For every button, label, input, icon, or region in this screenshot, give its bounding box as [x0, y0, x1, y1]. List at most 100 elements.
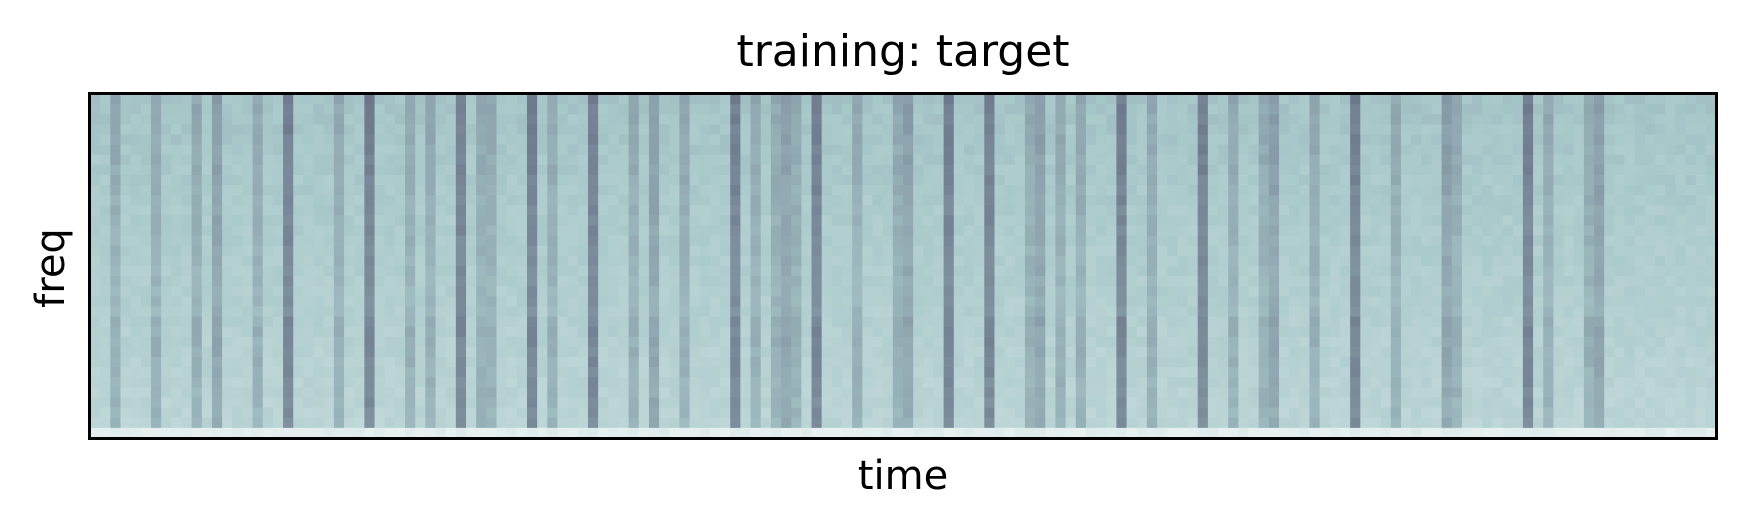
heatmap-cell	[1075, 316, 1087, 328]
heatmap-cell	[425, 205, 437, 217]
heatmap-cell	[1431, 104, 1443, 115]
heatmap-cell	[272, 195, 284, 206]
heatmap-cell	[933, 407, 945, 419]
heatmap-cell	[618, 124, 630, 136]
heatmap-cell	[1218, 144, 1229, 156]
heatmap-cell	[1096, 225, 1107, 237]
heatmap-cell	[394, 144, 406, 156]
heatmap-cell	[232, 94, 244, 105]
heatmap-cell	[90, 235, 101, 247]
heatmap-cell	[1289, 225, 1300, 237]
heatmap-cell	[608, 336, 620, 348]
heatmap-cell	[821, 144, 833, 156]
heatmap-cell	[526, 276, 538, 287]
heatmap-cell	[384, 387, 396, 399]
heatmap-cell	[903, 286, 914, 297]
heatmap-cell	[313, 336, 325, 348]
heatmap-cell	[1563, 427, 1575, 439]
heatmap-cell	[1350, 266, 1361, 277]
heatmap-cell	[730, 377, 741, 389]
heatmap-cell	[486, 397, 498, 409]
heatmap-cell	[1339, 306, 1351, 318]
heatmap-cell	[598, 205, 609, 217]
heatmap-cell	[1390, 255, 1402, 267]
heatmap-cell	[872, 174, 884, 186]
heatmap-cell	[1563, 296, 1575, 308]
heatmap-cell	[293, 336, 305, 348]
heatmap-cell	[1339, 124, 1351, 136]
heatmap-cell	[1400, 195, 1412, 206]
heatmap-cell	[120, 245, 132, 257]
heatmap-cell	[943, 245, 955, 257]
heatmap-cell	[933, 124, 945, 136]
heatmap-cell	[892, 94, 904, 105]
heatmap-cell	[1279, 357, 1290, 368]
heatmap-cell	[689, 245, 701, 257]
heatmap-cell	[1492, 225, 1504, 237]
heatmap-cell	[1411, 407, 1422, 419]
heatmap-cell	[1370, 104, 1382, 115]
heatmap-cell	[242, 154, 254, 166]
heatmap-cell	[293, 94, 305, 105]
heatmap-cell	[1096, 336, 1107, 348]
heatmap-cell	[608, 124, 620, 136]
heatmap-cell	[1370, 225, 1382, 237]
heatmap-cell	[669, 276, 681, 287]
heatmap-cell	[598, 174, 609, 186]
heatmap-cell	[791, 387, 802, 399]
heatmap-cell	[100, 104, 111, 115]
heatmap-cell	[374, 205, 386, 217]
heatmap-cell	[669, 407, 681, 419]
heatmap-cell	[252, 367, 264, 378]
heatmap-cell	[963, 427, 975, 439]
heatmap-cell	[669, 154, 681, 166]
heatmap-cell	[933, 397, 945, 409]
heatmap-cell	[191, 144, 203, 156]
heatmap-cell	[831, 326, 843, 338]
heatmap-cell	[628, 397, 640, 409]
heatmap-cell	[750, 387, 762, 399]
heatmap-cell	[1482, 185, 1494, 196]
heatmap-cell	[1553, 276, 1565, 287]
heatmap-cell	[598, 225, 609, 237]
heatmap-cell	[648, 326, 660, 338]
heatmap-cell	[1502, 346, 1514, 358]
heatmap-cell	[1279, 346, 1290, 358]
heatmap-cell	[333, 225, 345, 237]
heatmap-cell	[1533, 134, 1544, 146]
heatmap-cell	[974, 195, 985, 206]
heatmap-cell	[587, 164, 599, 176]
heatmap-cell	[110, 225, 122, 237]
heatmap-cell	[100, 215, 111, 227]
heatmap-cell	[760, 367, 772, 378]
heatmap-cell	[1207, 407, 1219, 419]
heatmap-cell	[842, 225, 853, 237]
heatmap-cell	[1563, 124, 1575, 136]
heatmap-cell	[1035, 164, 1046, 176]
heatmap-cell	[1533, 276, 1544, 287]
heatmap-cell	[455, 286, 467, 297]
heatmap-cell	[1309, 346, 1321, 358]
heatmap-cell	[689, 336, 701, 348]
heatmap-cell	[1004, 417, 1016, 429]
heatmap-cell	[272, 235, 284, 247]
heatmap-cell	[1014, 266, 1026, 277]
heatmap-cell	[303, 407, 315, 419]
heatmap-cell	[90, 205, 101, 217]
heatmap-cell	[760, 266, 772, 277]
heatmap-cell	[262, 235, 274, 247]
heatmap-cell	[1421, 346, 1433, 358]
heatmap-cell	[943, 144, 955, 156]
heatmap-cell	[852, 255, 863, 267]
heatmap-cell	[161, 205, 172, 217]
heatmap-cell	[1553, 215, 1565, 227]
heatmap-cell	[425, 296, 437, 308]
heatmap-cell	[303, 134, 315, 146]
heatmap-cell	[384, 154, 396, 166]
heatmap-cell	[1167, 296, 1178, 308]
heatmap-cell	[1055, 407, 1067, 419]
heatmap-cell	[130, 357, 142, 368]
heatmap-cell	[1258, 144, 1270, 156]
heatmap-cell	[1400, 407, 1412, 419]
heatmap-cell	[1431, 326, 1443, 338]
